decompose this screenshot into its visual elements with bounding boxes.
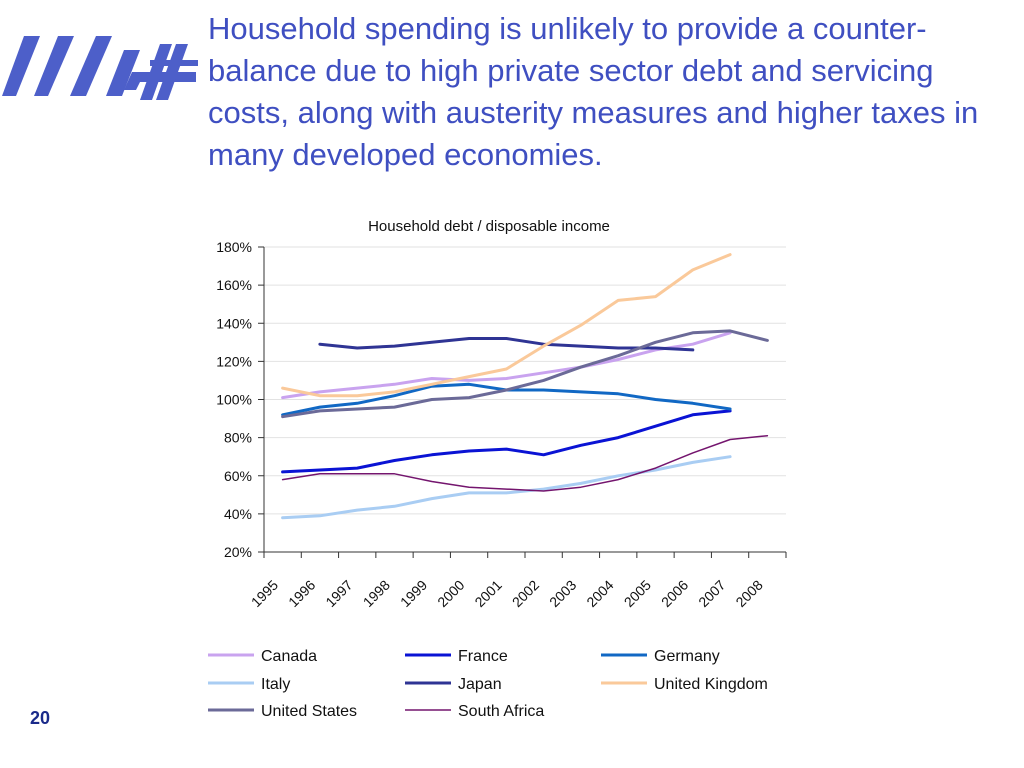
series-line-south-africa	[281, 434, 769, 492]
legend-label: Japan	[458, 676, 502, 693]
x-tick-label: 1996	[285, 577, 318, 610]
series-line-japan	[318, 337, 695, 352]
x-tick-label: 2007	[695, 577, 728, 610]
chart-title: Household debt / disposable income	[368, 218, 610, 235]
y-tick-label: 20%	[224, 544, 252, 560]
logo-stroke-2	[34, 36, 74, 96]
legend-label: Italy	[261, 676, 290, 693]
logo-stroke-3	[70, 36, 112, 96]
x-tick-label: 2003	[546, 577, 579, 610]
y-tick-label: 80%	[224, 430, 252, 446]
legend-label: France	[458, 648, 508, 665]
series-line-italy	[281, 455, 732, 520]
legend-label: Canada	[261, 648, 317, 665]
x-tick-label: 1999	[397, 577, 430, 610]
y-tick-labels: 20% 40% 60% 80% 100% 120% 140% 160% 180%	[216, 239, 252, 560]
logo-bar	[150, 60, 198, 66]
x-tick-label: 1998	[360, 577, 393, 610]
chart-series	[281, 253, 769, 520]
series-line-united-kingdom	[281, 253, 732, 398]
legend-label: Germany	[654, 648, 720, 665]
legend-label: United States	[261, 703, 357, 720]
logo-stroke-4	[106, 50, 140, 96]
logo-stroke-5	[124, 72, 196, 90]
x-tick-label: 2005	[621, 577, 654, 610]
x-tick-label: 1995	[248, 577, 281, 610]
legend-label: South Africa	[458, 703, 544, 720]
series-line-france	[281, 409, 732, 474]
logo-stroke-6	[140, 44, 172, 100]
series-line-united-states	[281, 329, 769, 419]
x-tick-label: 1997	[322, 577, 355, 610]
x-tick-label: 2000	[434, 577, 467, 610]
chart-grid	[264, 246, 786, 515]
y-tick-label: 40%	[224, 506, 252, 522]
y-tick-label: 180%	[216, 239, 252, 255]
x-tick-label: 2008	[732, 577, 765, 610]
slide-title: Household spending is unlikely to provid…	[208, 11, 979, 172]
logo-stroke-1	[2, 36, 40, 96]
x-tick-label: 2002	[509, 577, 542, 610]
y-tick-label: 160%	[216, 277, 252, 293]
chart-legend: Canada France Germany Italy Japan United King…	[208, 648, 768, 720]
chart-axes	[258, 246, 787, 558]
logo-stroke-7	[156, 44, 188, 100]
series-line-canada	[281, 331, 732, 400]
logo	[2, 36, 198, 100]
y-tick-label: 60%	[224, 468, 252, 484]
y-tick-label: 120%	[216, 353, 252, 369]
x-tick-label: 2001	[471, 577, 504, 610]
x-tick-labels: 1995 1996 1997 1998 1999 2000 2001 2002 2003 2004…	[248, 577, 766, 610]
page-number: 20	[30, 708, 51, 728]
x-tick-label: 2004	[583, 577, 616, 610]
legend-label: United Kingdom	[654, 676, 768, 693]
y-tick-label: 140%	[216, 315, 252, 331]
y-tick-label: 100%	[216, 392, 252, 408]
x-tick-label: 2006	[658, 577, 691, 610]
